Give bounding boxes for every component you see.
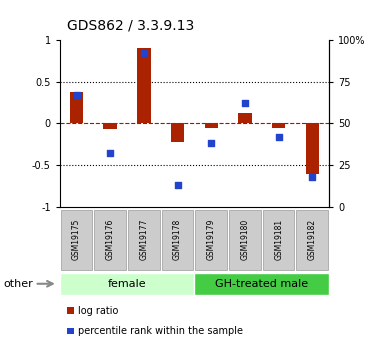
Text: percentile rank within the sample: percentile rank within the sample xyxy=(78,326,243,336)
Text: GSM19175: GSM19175 xyxy=(72,219,81,260)
Bar xyxy=(306,124,319,174)
Text: GDS862 / 3.3.9.13: GDS862 / 3.3.9.13 xyxy=(67,19,195,33)
Bar xyxy=(162,210,193,269)
Bar xyxy=(229,210,261,269)
Bar xyxy=(263,210,295,269)
Point xyxy=(141,50,147,56)
Text: female: female xyxy=(108,279,146,289)
Text: GSM19176: GSM19176 xyxy=(106,219,115,260)
Point xyxy=(74,92,80,98)
Bar xyxy=(67,328,74,334)
Point xyxy=(208,141,214,146)
Point xyxy=(174,183,181,188)
Bar xyxy=(94,210,126,269)
Text: log ratio: log ratio xyxy=(78,306,119,315)
Bar xyxy=(238,113,252,124)
Text: GH-treated male: GH-treated male xyxy=(215,279,308,289)
Bar xyxy=(171,124,184,142)
Text: GSM19182: GSM19182 xyxy=(308,219,317,260)
Bar xyxy=(296,210,328,269)
Bar xyxy=(128,210,160,269)
Text: GSM19177: GSM19177 xyxy=(139,219,148,260)
Bar xyxy=(272,124,285,128)
Bar xyxy=(60,273,194,295)
Text: GSM19178: GSM19178 xyxy=(173,219,182,260)
Bar xyxy=(196,210,227,269)
Text: GSM19179: GSM19179 xyxy=(207,219,216,260)
Bar xyxy=(67,307,74,314)
Bar xyxy=(70,91,83,124)
Bar xyxy=(204,124,218,128)
Point xyxy=(107,151,113,156)
Text: other: other xyxy=(4,279,33,289)
Point xyxy=(309,174,315,180)
Bar xyxy=(104,124,117,129)
Bar xyxy=(194,273,329,295)
Text: GSM19180: GSM19180 xyxy=(241,219,249,260)
Point xyxy=(242,100,248,106)
Text: GSM19181: GSM19181 xyxy=(274,219,283,260)
Bar xyxy=(137,48,151,124)
Bar xyxy=(61,210,92,269)
Point xyxy=(276,134,282,139)
